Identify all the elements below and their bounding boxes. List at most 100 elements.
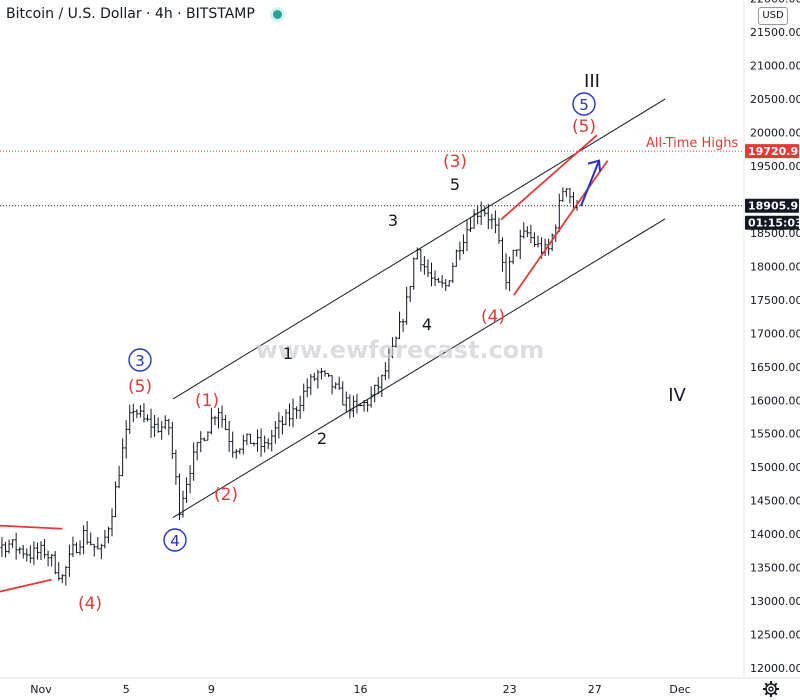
ohlc-candle: [348, 394, 352, 419]
ohlc-candle: [138, 405, 142, 418]
ohlc-candle: [174, 449, 178, 485]
ohlc-candle: [74, 542, 79, 554]
ohlc-candle: [334, 382, 338, 390]
ohlc-candle: [550, 233, 554, 251]
ohlc-candle: [472, 209, 476, 229]
ohlc-candle: [515, 249, 519, 257]
wave-label: 5: [579, 96, 589, 114]
triangle-upper-line: [0, 524, 63, 530]
ohlc-candle: [419, 248, 423, 272]
ohlc-candle: [458, 241, 462, 261]
ohlc-candle: [60, 574, 64, 584]
price-tick-label: 14500.00: [750, 495, 800, 508]
ohlc-candle: [461, 234, 466, 255]
ohlc-candle: [238, 448, 242, 455]
ohlc-candle: [476, 205, 480, 225]
ohlc-candle: [153, 414, 157, 438]
ohlc-candle: [401, 318, 405, 332]
ohlc-candle: [231, 431, 235, 458]
ohlc-candle: [309, 373, 313, 396]
ohlc-candle: [440, 275, 444, 288]
price-tick-label: 13500.00: [750, 562, 800, 575]
symbol-title[interactable]: Bitcoin / U.S. Dollar · 4h · BITSTAMP: [6, 6, 255, 22]
wave-label-circle: [572, 92, 596, 116]
price-tick-label: 15000.00: [750, 461, 800, 474]
ohlc-candle: [412, 257, 416, 290]
ohlc-candle: [358, 404, 363, 407]
countdown-tag: [745, 215, 799, 230]
trend-channel-lines: [0, 98, 666, 593]
price-level-lines: [0, 150, 744, 207]
price-tick-label: 13000.00: [750, 595, 800, 608]
ohlc-candle: [266, 438, 270, 450]
ohlc-candle: [220, 405, 224, 428]
ohlc-candle: [78, 540, 82, 555]
ohlc-candle: [184, 477, 189, 503]
price-tick-label: 20500.00: [750, 93, 800, 106]
ohlc-candle: [273, 421, 277, 444]
price-tick-label: 19500.00: [750, 160, 800, 173]
ohlc-candle: [3, 541, 8, 558]
price-candles: [0, 187, 579, 586]
ohlc-candle: [341, 381, 345, 406]
ohlc-candle: [28, 545, 32, 564]
ohlc-candle: [316, 369, 320, 389]
ohlc-candle: [355, 393, 359, 414]
ohlc-candle: [7, 539, 11, 554]
ohlc-candle: [131, 403, 135, 423]
price-tick-label: 18500.00: [750, 227, 800, 240]
countdown-text: 01:15:03: [748, 217, 800, 230]
ohlc-candle: [149, 408, 153, 438]
gear-icon[interactable]: [762, 680, 780, 698]
ohlc-candle: [500, 237, 505, 272]
ohlc-candle: [280, 416, 284, 435]
wave-label: 5: [450, 175, 460, 194]
time-axis[interactable]: Nov 5 9 16 23 27 Dec: [30, 683, 690, 696]
ohlc-candle: [405, 286, 409, 325]
ohlc-candle: [295, 406, 299, 419]
ohlc-candle: [209, 407, 213, 435]
wave-label: 3: [135, 352, 145, 370]
ohlc-candle: [213, 415, 217, 426]
price-tick-label: 15500.00: [750, 428, 800, 441]
ohlc-candle: [447, 280, 451, 287]
price-tick-label: 16500.00: [750, 361, 800, 374]
ohlc-candle: [465, 220, 469, 252]
ohlc-candle: [429, 262, 434, 287]
price-tags: 19720.91 18905.93 01:15:03: [745, 144, 800, 230]
wave-label: (2): [214, 485, 238, 505]
price-tick-label: 17000.00: [750, 327, 800, 340]
wave-labels: All-Time Highs III IV 5 (5) (3) 5 3 4 (4) 1 2 3 (5) (1…: [78, 71, 738, 614]
ohlc-candle: [319, 367, 324, 380]
ohlc-candle: [312, 372, 316, 381]
ohlc-candle: [53, 550, 57, 575]
ohlc-candle: [380, 374, 384, 397]
wave-label-circle: [163, 528, 187, 552]
ohlc-candle: [188, 465, 192, 494]
ohlc-candle: [557, 193, 561, 233]
ohlc-candle: [11, 539, 15, 548]
level-tag: [745, 198, 799, 213]
projection-arrow: [580, 160, 600, 207]
ohlc-candle: [454, 249, 458, 267]
time-tick-label: 9: [208, 683, 215, 696]
ohlc-candle: [383, 362, 387, 381]
ohlc-candle: [451, 262, 455, 284]
level-tag-text: 19720.91: [748, 145, 800, 158]
ohlc-candle: [142, 403, 146, 423]
ohlc-candle: [67, 544, 71, 577]
ohlc-candle: [85, 521, 89, 545]
wave-label: 4: [422, 315, 432, 334]
price-axis[interactable]: 12000.00 12500.00 13000.00 13500.00 14000.00…: [750, 0, 800, 675]
ohlc-candle: [529, 224, 533, 244]
ohlc-candle: [163, 415, 167, 430]
ohlc-candle: [490, 213, 494, 230]
ohlc-candle: [568, 187, 572, 204]
ohlc-candle: [444, 278, 448, 292]
wave-label: 3: [388, 211, 398, 230]
ohlc-candle: [508, 256, 512, 292]
ohlc-candle: [259, 428, 263, 457]
ohlc-candle: [525, 226, 529, 238]
wave-label: IV: [668, 385, 686, 406]
currency-button[interactable]: USD: [758, 7, 788, 25]
